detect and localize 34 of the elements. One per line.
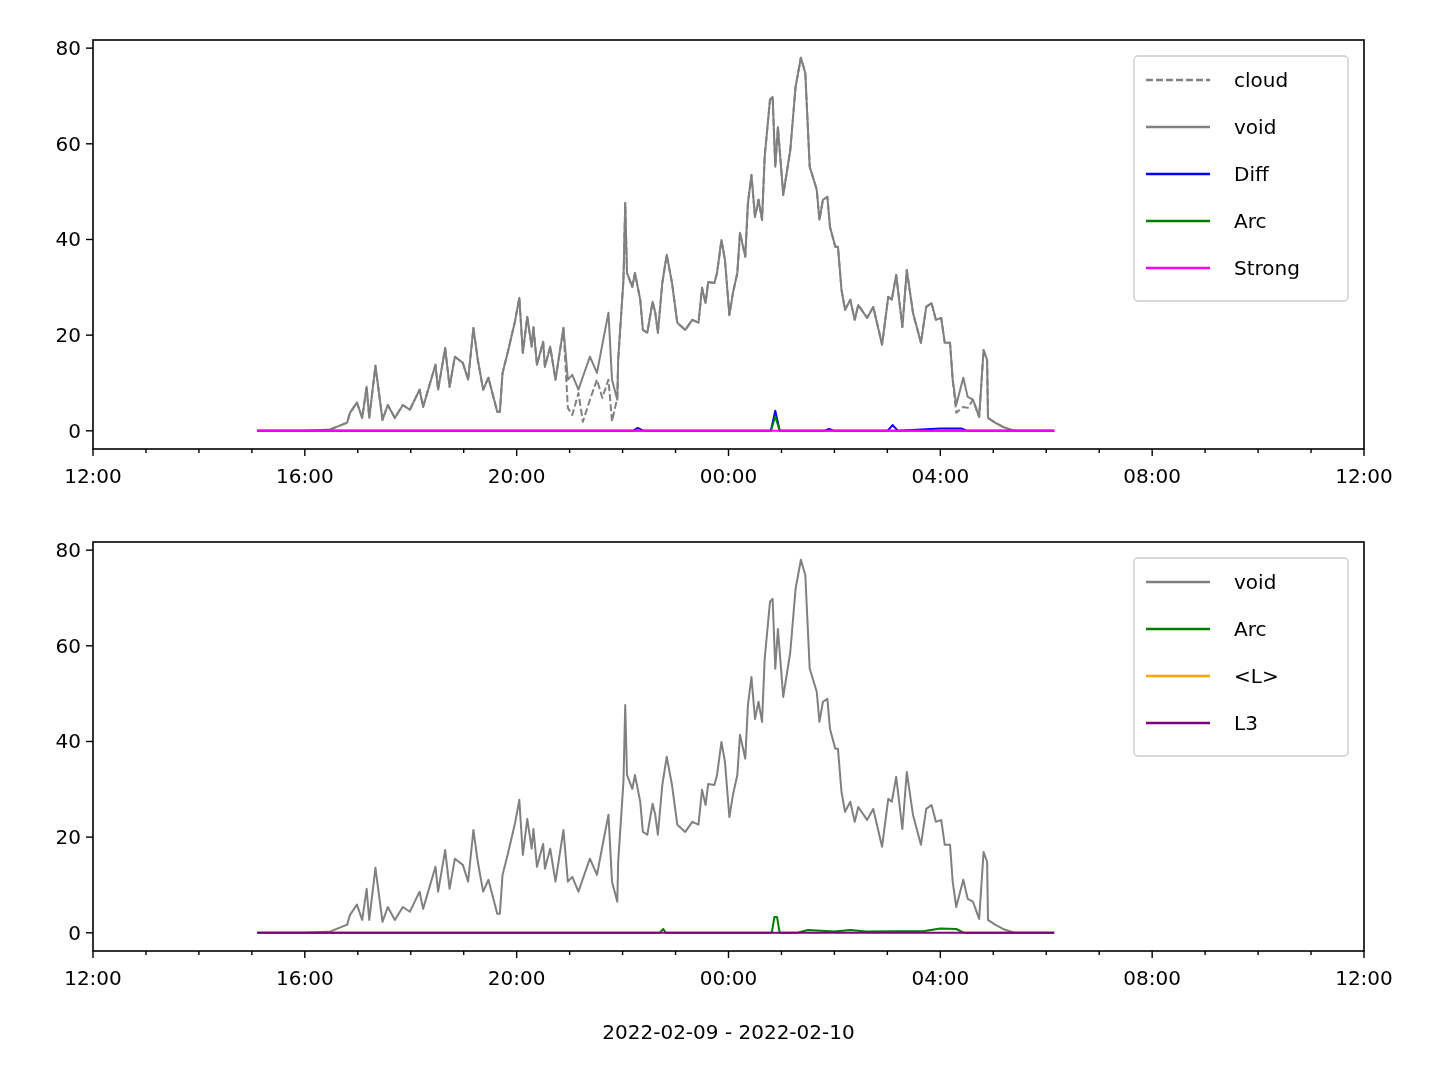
x-tick-label: 20:00 (487, 966, 546, 990)
y-tick-label: 0 (68, 920, 81, 945)
x-tick-label: 04:00 (911, 464, 970, 488)
x-tick-label: 08:00 (1123, 464, 1181, 488)
x-tick-label: 12:00 (64, 966, 122, 990)
y-tick-label: 40 (55, 227, 81, 252)
legend-label: void (1234, 115, 1277, 139)
x-tick-label: 00:00 (699, 464, 758, 488)
x-tick-label: 08:00 (1123, 966, 1181, 990)
legend-label: L3 (1234, 711, 1258, 735)
x-tick-label: 12:00 (1335, 464, 1393, 488)
y-tick-label: 20 (55, 323, 81, 348)
x-tick-label: 12:00 (64, 464, 122, 488)
legend-label: <L> (1234, 664, 1279, 688)
x-tick-label: 12:00 (1335, 966, 1393, 990)
y-tick-label: 60 (55, 131, 81, 156)
x-axis-title: 2022-02-09 - 2022-02-10 (602, 1020, 855, 1044)
x-tick-label: 16:00 (276, 464, 334, 488)
x-tick-label: 16:00 (276, 966, 334, 990)
y-tick-label: 0 (68, 418, 81, 443)
legend-label: Arc (1234, 617, 1267, 641)
legend-label: Arc (1234, 209, 1267, 233)
y-tick-label: 60 (55, 633, 81, 658)
legend-label: cloud (1234, 68, 1289, 92)
y-tick-label: 40 (55, 729, 81, 754)
y-tick-label: 20 (55, 825, 81, 850)
y-tick-label: 80 (55, 538, 81, 563)
x-tick-label: 00:00 (699, 966, 758, 990)
y-tick-label: 80 (55, 36, 81, 61)
x-tick-label: 04:00 (911, 966, 970, 990)
legend-label: Strong (1234, 256, 1300, 280)
x-tick-label: 20:00 (487, 464, 546, 488)
legend-label: void (1234, 570, 1277, 594)
legend-label: Diff (1234, 162, 1270, 186)
